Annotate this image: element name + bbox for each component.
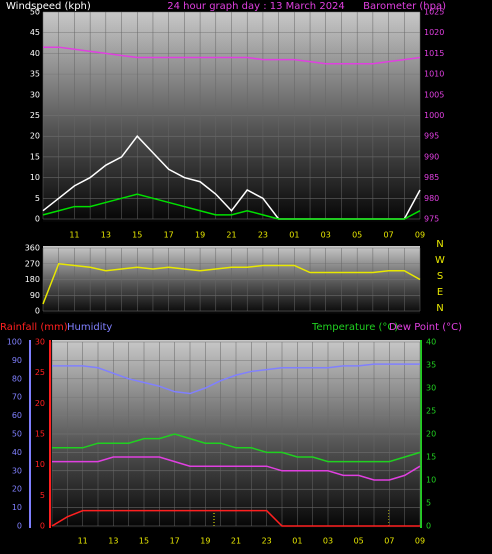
y2-tick-label: 25 xyxy=(426,407,436,416)
y-tick-label: 50 xyxy=(30,8,40,17)
y-tick-label: 360 xyxy=(25,244,40,253)
y3-tick-label: 25 xyxy=(35,368,45,377)
legend-label: Rainfall (mm) xyxy=(0,322,68,333)
series-line xyxy=(42,193,421,220)
x-tick-label: 21 xyxy=(231,537,241,546)
x-tick-label: 13 xyxy=(101,231,111,240)
x-tick-label: 03 xyxy=(323,537,333,546)
x-tick-label: 05 xyxy=(352,231,362,240)
y2-tick-label: 980 xyxy=(424,194,439,203)
y2-tick-label: 1020 xyxy=(424,28,444,37)
y-tick-label: 5 xyxy=(35,194,40,203)
y2-tick-label: 0 xyxy=(426,522,431,531)
y2-tick-label: 995 xyxy=(424,132,439,141)
title: 24 hour graph day : 13 March 2024 xyxy=(167,1,345,12)
x-tick-label: 17 xyxy=(170,537,180,546)
y3-tick-label: 5 xyxy=(40,491,45,500)
y-tick-label: 15 xyxy=(30,152,40,161)
y-tick-label: 50 xyxy=(12,430,22,439)
series-line xyxy=(51,509,420,527)
y2-tick-label: 15 xyxy=(426,453,436,462)
y-tick-label: 70 xyxy=(12,393,22,402)
y-tick-label: 45 xyxy=(30,28,40,37)
series-line xyxy=(52,363,420,395)
y3-tick-label: 15 xyxy=(35,430,45,439)
y2-tick-label: 975 xyxy=(424,215,439,224)
y-label: Windspeed (kph) xyxy=(6,1,91,12)
x-tick-label: 19 xyxy=(195,231,205,240)
y3-tick-label: 0 xyxy=(40,522,45,531)
legend-label: Dew Point (°C) xyxy=(389,322,462,333)
y2-tick-label: 990 xyxy=(424,152,439,161)
y-tick-label: 20 xyxy=(12,485,22,494)
y-tick-label: 20 xyxy=(30,132,40,141)
series-line xyxy=(52,433,421,463)
y-tick-label: 40 xyxy=(12,448,22,457)
y2-label: Barometer (hpa) xyxy=(363,1,446,12)
x-tick-label: 03 xyxy=(321,231,331,240)
x-tick-label: 01 xyxy=(292,537,302,546)
y2-tick-label: 30 xyxy=(426,384,436,393)
x-tick-label: 09 xyxy=(415,537,425,546)
y-tick-label: 35 xyxy=(30,70,40,79)
y-tick-label: 80 xyxy=(12,374,22,383)
x-tick-label: 23 xyxy=(262,537,272,546)
x-tick-label: 13 xyxy=(108,537,118,546)
y-tick-label: 100 xyxy=(7,338,22,347)
x-tick-label: 17 xyxy=(164,231,174,240)
y-tick-label: 10 xyxy=(12,503,22,512)
y-tick-label: 0 xyxy=(35,215,40,224)
legend-label: Humidity xyxy=(67,322,112,333)
y-tick-label: 25 xyxy=(30,111,40,120)
y2-tick-label: 10 xyxy=(426,476,436,485)
y-tick-label: 30 xyxy=(30,90,40,99)
y2-tick-label: 1015 xyxy=(424,49,444,58)
y-tick-label: 180 xyxy=(25,275,40,284)
x-tick-label: 07 xyxy=(384,537,394,546)
y2-tick-label: 1010 xyxy=(424,70,444,79)
y2-tick-label: 985 xyxy=(424,173,439,182)
x-tick-label: 21 xyxy=(226,231,236,240)
y-tick-label: 90 xyxy=(12,356,22,365)
y-tick-label: 90 xyxy=(30,291,40,300)
y2-tick-label: 40 xyxy=(426,338,436,347)
y3-tick-label: 30 xyxy=(35,338,45,347)
y2-tick-label: 1005 xyxy=(424,90,444,99)
y2-tick-label: 1025 xyxy=(424,8,444,17)
series-line xyxy=(43,46,421,65)
x-tick-label: 23 xyxy=(258,231,268,240)
compass-label: W xyxy=(435,255,445,266)
x-tick-label: 11 xyxy=(78,537,88,546)
y-tick-label: 40 xyxy=(30,49,40,58)
y-tick-label: 30 xyxy=(12,466,22,475)
x-tick-label: 19 xyxy=(200,537,210,546)
x-tick-label: 11 xyxy=(69,231,79,240)
y-tick-label: 270 xyxy=(25,259,40,268)
x-tick-label: 07 xyxy=(383,231,393,240)
compass-label: N xyxy=(436,303,443,314)
y2-tick-label: 5 xyxy=(426,499,431,508)
y3-tick-label: 10 xyxy=(35,460,45,469)
series-line xyxy=(52,456,421,481)
y2-tick-label: 20 xyxy=(426,430,436,439)
x-tick-label: 05 xyxy=(354,537,364,546)
compass-label: E xyxy=(437,287,443,298)
legend-label: Temperature (°C) xyxy=(311,322,398,333)
y-tick-label: 10 xyxy=(30,173,40,182)
y3-tick-label: 20 xyxy=(35,399,45,408)
y-tick-label: 0 xyxy=(35,307,40,316)
compass-label: N xyxy=(436,239,443,250)
x-tick-label: 15 xyxy=(139,537,149,546)
x-tick-label: 15 xyxy=(132,231,142,240)
series-line xyxy=(42,262,421,305)
y2-tick-label: 1000 xyxy=(424,111,444,120)
compass-label: S xyxy=(437,271,443,282)
y2-tick-label: 35 xyxy=(426,361,436,370)
y-tick-label: 0 xyxy=(17,522,22,531)
y-tick-label: 60 xyxy=(12,411,22,420)
x-tick-label: 01 xyxy=(289,231,299,240)
chart-layer: 24 hour graph day : 13 March 2024 Windspe… xyxy=(0,1,462,546)
x-tick-label: 09 xyxy=(415,231,425,240)
